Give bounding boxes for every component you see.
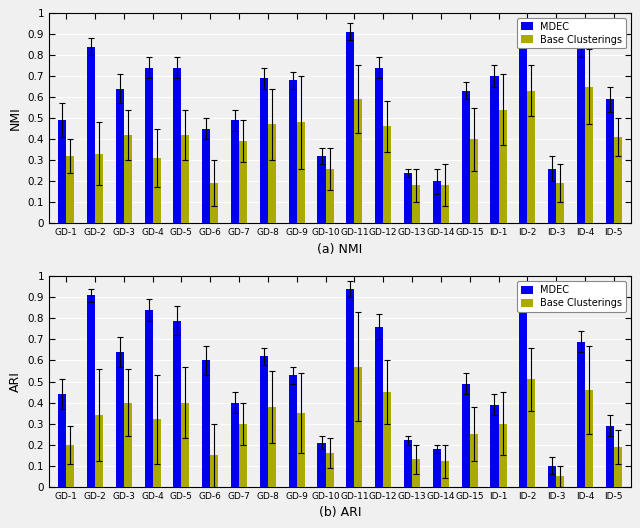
Bar	[441, 461, 449, 487]
Legend: MDEC, Base Clusterings: MDEC, Base Clusterings	[517, 281, 627, 312]
Bar	[173, 320, 181, 487]
Bar	[548, 466, 556, 487]
Bar	[145, 68, 152, 223]
Bar	[461, 91, 470, 223]
Bar	[556, 476, 564, 487]
Bar	[490, 404, 499, 487]
Bar	[433, 449, 441, 487]
Bar	[548, 168, 556, 223]
Bar	[375, 68, 383, 223]
Bar	[605, 426, 614, 487]
Y-axis label: ARI: ARI	[9, 371, 22, 392]
Bar	[527, 380, 536, 487]
Bar	[87, 46, 95, 223]
Bar	[527, 91, 536, 223]
Bar	[383, 127, 391, 223]
Bar	[577, 49, 585, 223]
Bar	[326, 168, 333, 223]
Bar	[499, 110, 507, 223]
Bar	[268, 125, 276, 223]
Bar	[605, 99, 614, 223]
Bar	[231, 402, 239, 487]
Bar	[383, 392, 391, 487]
Bar	[614, 137, 622, 223]
Bar	[239, 423, 247, 487]
Bar	[297, 413, 305, 487]
Bar	[181, 135, 189, 223]
Bar	[66, 445, 74, 487]
Bar	[585, 87, 593, 223]
Bar	[124, 135, 132, 223]
Bar	[152, 158, 161, 223]
Y-axis label: NMI: NMI	[9, 106, 22, 130]
Bar	[289, 375, 297, 487]
Bar	[210, 455, 218, 487]
Bar	[519, 299, 527, 487]
Bar	[441, 185, 449, 223]
Bar	[58, 120, 66, 223]
Bar	[375, 327, 383, 487]
Bar	[210, 183, 218, 223]
Bar	[585, 390, 593, 487]
Bar	[404, 440, 412, 487]
Bar	[470, 139, 477, 223]
Bar	[433, 181, 441, 223]
Bar	[499, 423, 507, 487]
Bar	[87, 295, 95, 487]
Bar	[202, 361, 210, 487]
Bar	[95, 154, 103, 223]
Bar	[289, 80, 297, 223]
Bar	[412, 459, 420, 487]
Bar	[202, 129, 210, 223]
Bar	[66, 156, 74, 223]
Bar	[355, 367, 362, 487]
Bar	[317, 442, 326, 487]
Bar	[317, 156, 326, 223]
Bar	[116, 352, 124, 487]
Bar	[614, 447, 622, 487]
Legend: MDEC, Base Clusterings: MDEC, Base Clusterings	[517, 18, 627, 49]
Bar	[260, 356, 268, 487]
Bar	[145, 310, 152, 487]
Bar	[326, 453, 333, 487]
Bar	[152, 419, 161, 487]
Bar	[268, 407, 276, 487]
Bar	[181, 402, 189, 487]
Bar	[346, 32, 355, 223]
Bar	[404, 173, 412, 223]
Bar	[346, 289, 355, 487]
X-axis label: (a) NMI: (a) NMI	[317, 243, 363, 256]
Bar	[124, 402, 132, 487]
Bar	[470, 434, 477, 487]
Bar	[490, 76, 499, 223]
Bar	[173, 68, 181, 223]
Bar	[239, 141, 247, 223]
Bar	[519, 36, 527, 223]
Bar	[297, 122, 305, 223]
Bar	[461, 384, 470, 487]
Bar	[95, 415, 103, 487]
Bar	[58, 394, 66, 487]
Bar	[355, 99, 362, 223]
Bar	[412, 185, 420, 223]
Bar	[260, 78, 268, 223]
Bar	[231, 120, 239, 223]
Bar	[556, 183, 564, 223]
Bar	[577, 342, 585, 487]
Bar	[116, 89, 124, 223]
X-axis label: (b) ARI: (b) ARI	[319, 506, 361, 519]
